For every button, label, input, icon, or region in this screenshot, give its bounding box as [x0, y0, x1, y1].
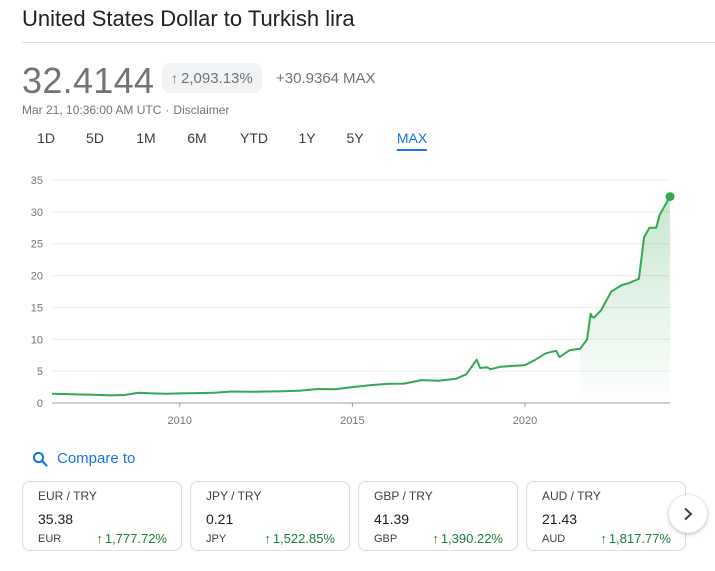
y-tick-label: 15 [31, 302, 43, 314]
y-tick-label: 10 [31, 334, 43, 346]
y-tick-label: 35 [31, 175, 43, 187]
search-icon [32, 451, 48, 467]
disclaimer-link[interactable]: Disclaimer [173, 103, 230, 117]
latest-point[interactable] [665, 192, 675, 202]
absolute-change-range: MAX [342, 70, 376, 87]
page-title: United States Dollar to Turkish lira [22, 6, 355, 31]
card-pair: JPY / TRY [206, 489, 262, 503]
series-line [51, 196, 671, 397]
card-change: ↑ 1,817.77% [600, 531, 671, 546]
compare-to-label: Compare to [57, 450, 136, 467]
range-6m[interactable]: 6M [187, 130, 207, 146]
x-tick-label: 2010 [168, 415, 192, 427]
compare-to-button[interactable]: Compare to [32, 450, 135, 467]
card-change: ↑ 1,390.22% [432, 531, 503, 546]
up-arrow-icon: ↑ [432, 531, 439, 546]
chevron-right-icon [684, 507, 693, 521]
y-tick-label: 20 [31, 271, 43, 283]
percent-change-badge: ↑ 2,093.13% [162, 63, 262, 93]
card-pair: AUD / TRY [542, 489, 601, 503]
card-change: ↑ 1,777.72% [96, 531, 167, 546]
range-5d[interactable]: 5D [86, 130, 104, 146]
timestamp-row: Mar 21, 10:36:00 AM UTC · Disclaimer [22, 103, 229, 117]
up-arrow-icon: ↑ [171, 70, 178, 86]
range-5y[interactable]: 5Y [346, 130, 364, 146]
compare-card-eur-try[interactable]: EUR / TRY 35.38 EUR ↑ 1,777.72% [22, 481, 182, 551]
separator: · [165, 103, 170, 117]
up-arrow-icon: ↑ [600, 531, 607, 546]
card-base-currency: JPY [206, 533, 227, 545]
card-base-currency: AUD [542, 533, 566, 545]
range-1d[interactable]: 1D [37, 130, 55, 146]
header-divider [22, 42, 715, 43]
range-ytd[interactable]: YTD [240, 130, 268, 146]
card-rate: 35.38 [38, 511, 74, 527]
percent-change-value: 2,093.13% [181, 69, 253, 87]
y-tick-label: 0 [37, 398, 43, 410]
card-rate: 21.43 [542, 511, 578, 527]
card-change: ↑ 1,522.85% [264, 531, 335, 546]
card-rate: 41.39 [374, 511, 410, 527]
x-tick-label: 2020 [513, 415, 537, 427]
up-arrow-icon: ↑ [96, 531, 103, 546]
y-tick-label: 5 [37, 366, 43, 378]
card-pair: GBP / TRY [374, 489, 433, 503]
current-price: 32.4144 [22, 60, 155, 101]
card-base-currency: GBP [374, 533, 398, 545]
absolute-change: +30.9364 MAX [276, 70, 376, 87]
range-1m[interactable]: 1M [136, 130, 156, 146]
up-arrow-icon: ↑ [264, 531, 271, 546]
range-max[interactable]: MAX [396, 130, 428, 151]
y-tick-label: 30 [31, 207, 43, 219]
range-1y[interactable]: 1Y [298, 130, 316, 146]
compare-card-jpy-try[interactable]: JPY / TRY 0.21 JPY ↑ 1,522.85% [190, 481, 350, 551]
absolute-change-value: +30.9364 [276, 70, 339, 87]
compare-card-aud-try[interactable]: AUD / TRY 21.43 AUD ↑ 1,817.77% [526, 481, 686, 551]
area-fill [580, 196, 670, 403]
compare-card-gbp-try[interactable]: GBP / TRY 41.39 GBP ↑ 1,390.22% [358, 481, 518, 551]
card-base-currency: EUR [38, 533, 62, 545]
card-rate: 0.21 [206, 511, 234, 527]
y-tick-label: 25 [31, 239, 43, 251]
timestamp: Mar 21, 10:36:00 AM UTC [22, 103, 162, 117]
card-change-value: 1,777.72% [104, 531, 167, 546]
card-change-value: 1,390.22% [440, 531, 503, 546]
card-change-value: 1,817.77% [608, 531, 671, 546]
card-change-value: 1,522.85% [272, 531, 335, 546]
x-tick-label: 2015 [340, 415, 364, 427]
price-chart[interactable]: 0 5 10 15 20 25 30 35 2010 2015 2020 [0, 165, 715, 435]
next-cards-button[interactable] [669, 495, 707, 533]
card-pair: EUR / TRY [38, 489, 97, 503]
